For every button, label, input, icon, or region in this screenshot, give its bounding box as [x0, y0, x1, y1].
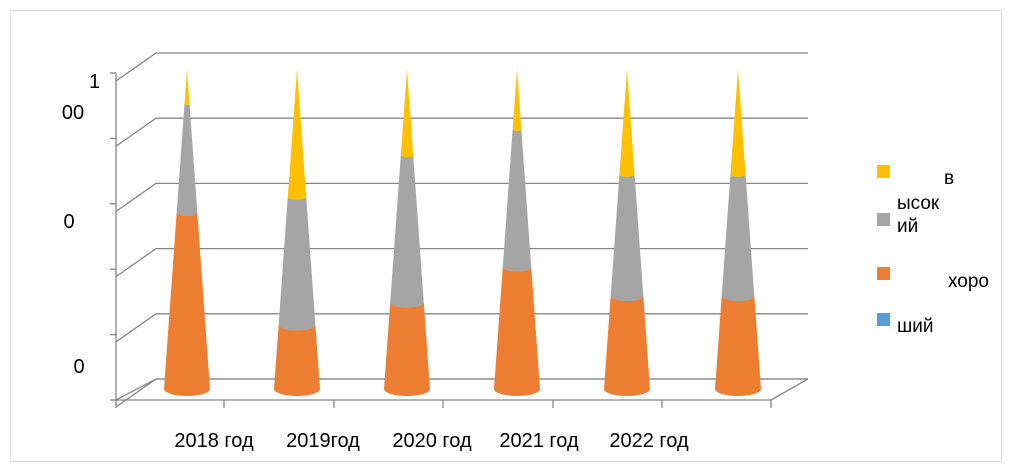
- legend-label: ысок: [897, 193, 940, 214]
- gridline: [115, 117, 808, 147]
- gridline: [115, 247, 808, 278]
- legend-swatch: [877, 213, 890, 226]
- cone-series: [164, 69, 761, 396]
- gridlines: [115, 52, 808, 408]
- cone-segment: [400, 69, 414, 158]
- legend-label: ший: [897, 316, 933, 337]
- y-tick-label: 0: [73, 356, 84, 378]
- legend-swatch: [877, 165, 890, 178]
- cone-segment: [721, 174, 755, 302]
- y-tick-label-fragment: 1: [89, 71, 100, 93]
- floor-back: [115, 378, 808, 401]
- gridline: [115, 52, 808, 82]
- cone: [494, 69, 540, 396]
- cone: [274, 69, 320, 396]
- x-tick-label: 2020 год: [392, 430, 472, 452]
- cone-segment: [610, 174, 644, 302]
- axes: [110, 72, 809, 408]
- cone-chart: 2018 год 2019год 2020 год 2021 год 2022 год …: [62, 52, 989, 452]
- y-tick-label: 0: [63, 211, 74, 233]
- y-tick-label: 00: [62, 102, 84, 124]
- legend-label: ий: [897, 216, 918, 237]
- cone: [384, 69, 430, 396]
- cone-segment: [287, 69, 307, 200]
- x-tick-label: 2019год: [286, 430, 360, 452]
- cone-segment: [512, 69, 522, 132]
- x-tick-label: 2022 год: [609, 430, 689, 452]
- legend-swatch: [877, 313, 890, 326]
- cone-segment: [502, 129, 532, 272]
- floor-right-edge: [770, 378, 809, 401]
- gridline: [115, 378, 808, 408]
- cone: [715, 69, 761, 396]
- cone-segment: [184, 69, 190, 105]
- gridline: [115, 182, 808, 212]
- cone-segment: [278, 197, 316, 331]
- x-tick-label: 2018 год: [174, 430, 254, 452]
- cone: [604, 69, 650, 396]
- cone-segment: [494, 267, 540, 396]
- chart-frame: 2018 год 2019год 2020 год 2021 год 2022 год …: [10, 10, 1002, 462]
- cone-segment: [274, 325, 320, 396]
- x-tick-label: 2021 год: [499, 430, 579, 452]
- legend-swatch: [877, 267, 890, 280]
- x-axis-labels: 2018 год 2019год 2020 год 2021 год 2022 год: [174, 430, 689, 452]
- cone: [164, 69, 210, 396]
- cone-segment: [604, 296, 650, 396]
- gridline: [115, 313, 808, 343]
- cone-segment: [715, 296, 761, 396]
- legend-label: в: [944, 168, 954, 189]
- cone-segment: [619, 69, 635, 177]
- cone-segment: [730, 69, 746, 177]
- cone-segment: [176, 104, 198, 217]
- cone-segment: [384, 302, 430, 396]
- cone-segment: [164, 213, 210, 396]
- cone-segment: [390, 155, 424, 308]
- legend-label: хоро: [948, 271, 989, 292]
